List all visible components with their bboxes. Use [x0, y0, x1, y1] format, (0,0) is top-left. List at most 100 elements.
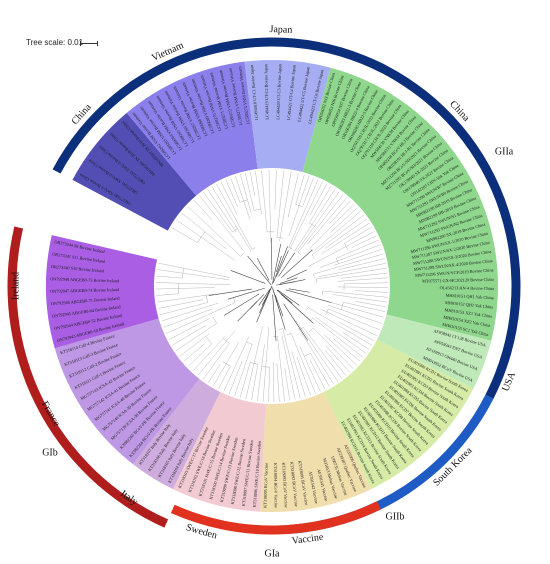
tree-branch: [158, 299, 203, 309]
tree-branch: [250, 172, 255, 196]
tree-branch: [161, 303, 219, 322]
tree-root-branch: [258, 289, 271, 306]
tree-branch: [344, 282, 388, 285]
tree-branch: [234, 344, 253, 396]
tree-branch: [333, 338, 361, 362]
tree-branch: [273, 361, 275, 402]
group-ring-layer: [7, 37, 521, 535]
tree-branch: [216, 184, 253, 250]
sector-usa: [377, 314, 492, 389]
group-ring-gia: [170, 501, 381, 535]
tree-branch: [309, 359, 326, 390]
tree-branch: [303, 327, 343, 379]
tree-branch: [193, 199, 213, 221]
sector-label-vaccine: Vaccine: [291, 532, 324, 547]
leaf-label: KT318091 BCoV Vaccine: [297, 460, 309, 506]
tree-root-branch: [276, 289, 293, 304]
tree-root-branch: [286, 269, 307, 280]
tree-branch: [295, 319, 339, 382]
tree-branch: [261, 170, 268, 233]
sector-vaccine: [260, 392, 372, 512]
tree-branch: [309, 248, 314, 252]
tree-branch: [246, 341, 253, 345]
tree-branch: [313, 211, 361, 251]
tree-branch: [291, 351, 306, 398]
tree-branch: [325, 218, 367, 249]
tree-branch: [321, 290, 323, 296]
leaf-label: MW711296 SWUN/YCP/2019 Bovine China: [415, 267, 494, 278]
leaf-label: MH810152 QH2 Yak China: [445, 300, 494, 310]
tree-branch: [207, 363, 221, 383]
sector-sweden: [172, 392, 266, 512]
tree-branch: [329, 200, 351, 224]
tree-root-branch: [277, 289, 300, 306]
tree-scale-label: Tree scale: 0.01: [26, 38, 84, 47]
tree-root-branch: [275, 295, 284, 317]
tree-branch: [187, 206, 241, 257]
tree-branch: [192, 336, 226, 372]
tree-branch: [289, 181, 323, 250]
tree-branch: [228, 360, 243, 394]
tree-branch: [156, 275, 183, 279]
tree-branch: [218, 365, 231, 389]
tree-branch: [310, 353, 330, 387]
tree-branch: [325, 345, 350, 373]
leaf-label: LC494420 UT-C3 Bovine Japan: [275, 63, 282, 120]
tree-branch: [309, 317, 313, 322]
tree-branch: [344, 226, 373, 244]
leaf-label: MH810153 XZ1 Yak China: [444, 307, 492, 319]
tree-branch: [211, 186, 252, 252]
tree-root-branch: [256, 257, 270, 281]
sector-label-ireland: Ireland: [10, 272, 21, 300]
tree-branch: [337, 277, 388, 282]
tree-root-branch: [272, 243, 282, 285]
tree-root-branch: [283, 303, 308, 341]
tree-branch: [257, 344, 265, 402]
tree-branch: [268, 367, 270, 402]
tree-branch: [298, 194, 344, 253]
tree-branch: [341, 272, 388, 279]
tree-branch: [323, 334, 357, 366]
tree-branch: [156, 293, 179, 296]
tree-root-branch: [279, 277, 298, 284]
tree-branch: [277, 336, 285, 402]
tree-branch: [342, 332, 370, 350]
tree-branch: [156, 287, 215, 290]
tree-root-branch: [285, 289, 332, 303]
tree-branch: [333, 249, 383, 266]
group-ring-gib: [7, 226, 169, 528]
tree-branch: [205, 336, 213, 344]
tree-branch: [203, 192, 233, 233]
tree-branch: [311, 214, 364, 256]
tree-branch: [157, 269, 229, 280]
tree-branch: [171, 227, 198, 243]
tree-root-branch: [275, 250, 289, 277]
tree-branch: [319, 244, 381, 268]
tree-branch: [327, 304, 382, 324]
tree-branch: [354, 290, 388, 293]
tree-root-branch: [256, 285, 273, 323]
tree-branch: [312, 317, 364, 358]
tree-branch: [230, 177, 241, 203]
tree-branch: [276, 363, 280, 402]
tree-root-branch: [259, 295, 268, 313]
tree-branch: [240, 252, 246, 257]
tree-root-branch: [223, 293, 260, 316]
tree-branch: [163, 308, 212, 328]
tree-branch: [295, 174, 305, 205]
tree-root-branch: [276, 279, 306, 286]
tree-scale-bar: [80, 41, 98, 46]
tree-branch: [338, 258, 385, 270]
group-label-giib: GIIb: [386, 512, 405, 523]
tree-root-branch: [228, 287, 265, 300]
tree-branch: [183, 343, 205, 362]
tree-branch: [309, 327, 314, 332]
tree-branch: [274, 170, 277, 210]
tree-branch: [157, 293, 214, 303]
tree-branch: [276, 170, 284, 238]
tree-branch: [355, 301, 387, 308]
tree-branch: [332, 294, 387, 303]
tree-root-branch: [280, 293, 314, 324]
tree-branch: [315, 317, 367, 354]
